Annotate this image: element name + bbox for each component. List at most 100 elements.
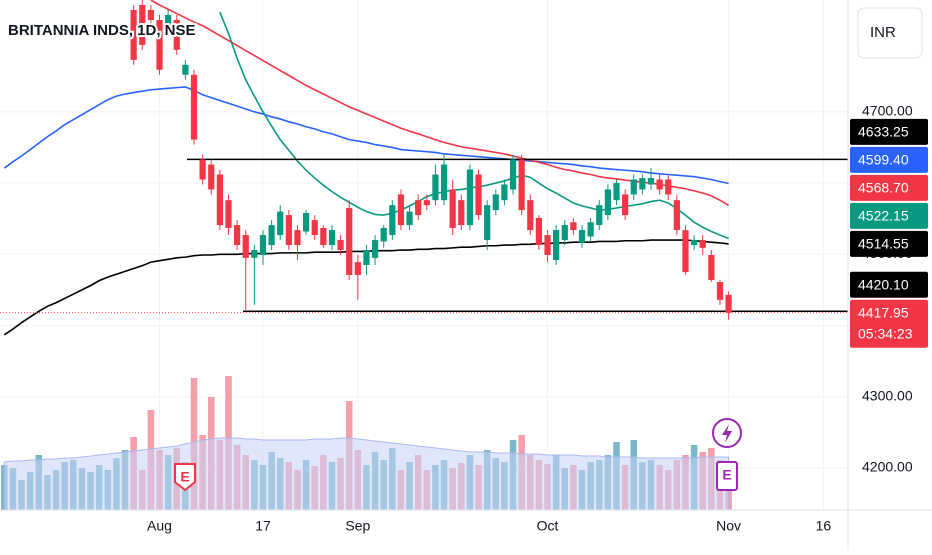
candle-body [440,164,448,201]
candle-body [268,225,275,246]
price-badge-label: 4599.40 [858,152,909,168]
price-badge-label: 4514.55 [858,236,909,252]
price-badge-label: 4522.15 [858,208,909,224]
candle-body [130,9,137,60]
candle-body [397,194,405,226]
candle-body [199,159,206,180]
candle-body [190,74,198,140]
price-badge-label: 4417.95 [858,304,909,320]
candle-body [553,230,560,260]
price-countdown: 05:34:23 [858,325,913,341]
plot-area [0,0,848,510]
candle-body [147,9,154,20]
price-badges: 4417.95 05:34:23 4420.10 4514.55 4522.15 4568… [850,118,928,348]
volume-ma-area [3,437,730,510]
moving-average-line [219,11,729,240]
candle-body [458,200,465,226]
candle-body [285,215,292,246]
candle-body [449,189,456,228]
price-badge [850,118,928,145]
candle-body [346,207,353,275]
candle-body [380,227,387,242]
candle-body [561,225,568,241]
candle-body [337,240,344,251]
candle-body [139,4,146,45]
candle-body [699,240,706,248]
candle-body [535,217,543,246]
candle-body [518,159,525,211]
price-badge-label: 4568.70 [858,180,909,196]
candle-body [216,174,223,226]
price-badge [850,174,928,201]
price-badge [850,299,928,348]
currency-label[interactable]: INR [870,24,896,41]
price-badge-label: 4420.10 [858,276,909,292]
candle-body [259,235,267,255]
candle-body [156,19,163,70]
candle-body [596,205,603,226]
price-badge [850,271,928,298]
price-badge-label: 4633.25 [858,124,909,140]
y-tick-label: 4200.00 [862,459,913,475]
candle-body [311,220,318,236]
x-tick-label: Oct [537,518,559,534]
candle-body [354,262,361,275]
price-badge [850,202,928,229]
candle-body [716,282,724,300]
x-tick-label: 16 [816,518,832,534]
candle-body [604,189,611,216]
candle-body [613,183,620,201]
candle-body [251,250,258,258]
lightning-icon [722,424,732,443]
candle-body [691,240,698,246]
candle-body [432,174,439,201]
candle-body [475,174,482,216]
candle-body [587,222,594,237]
candle-body [302,212,310,232]
price-badge [850,146,928,173]
candle-body [234,225,241,246]
candle-body [415,200,422,216]
candle-body [225,200,232,228]
x-tick-label: Sep [345,518,370,534]
y-tick-label: 4700.00 [862,103,913,119]
candle-body [544,235,551,255]
y-tick-label: 4300.00 [862,387,913,403]
candle-body [492,194,499,211]
candle-body [173,19,180,50]
candle-body [406,211,413,226]
candle-body [466,169,474,226]
candle-body [320,227,327,246]
candle-body [656,179,663,190]
candle-body [578,230,586,243]
candle-body [484,205,491,241]
price-badge [850,230,928,257]
candle-body [673,200,680,231]
candle-body [389,205,396,236]
earnings-marker [716,461,738,491]
candle-body [294,230,301,246]
moving-average-line [3,86,729,185]
candle-body [363,250,370,265]
candle-body [708,255,715,280]
candle-body [328,230,336,246]
candle-body [277,211,284,236]
candle-body [509,159,517,190]
x-tick-label: Aug [147,518,172,534]
x-tick-label: Nov [716,518,741,534]
candle-body [725,294,732,313]
candle-body [639,178,646,190]
candle-body [208,164,215,190]
currency-button[interactable]: INR [857,7,923,59]
earnings-label: E [722,467,731,483]
candle-body [165,14,172,30]
candle-body [527,200,534,231]
currency-button-frame[interactable] [857,7,923,59]
candle-body [242,235,249,258]
earnings-marker [174,463,196,492]
candle-body [682,230,689,273]
candle-body [423,200,430,206]
